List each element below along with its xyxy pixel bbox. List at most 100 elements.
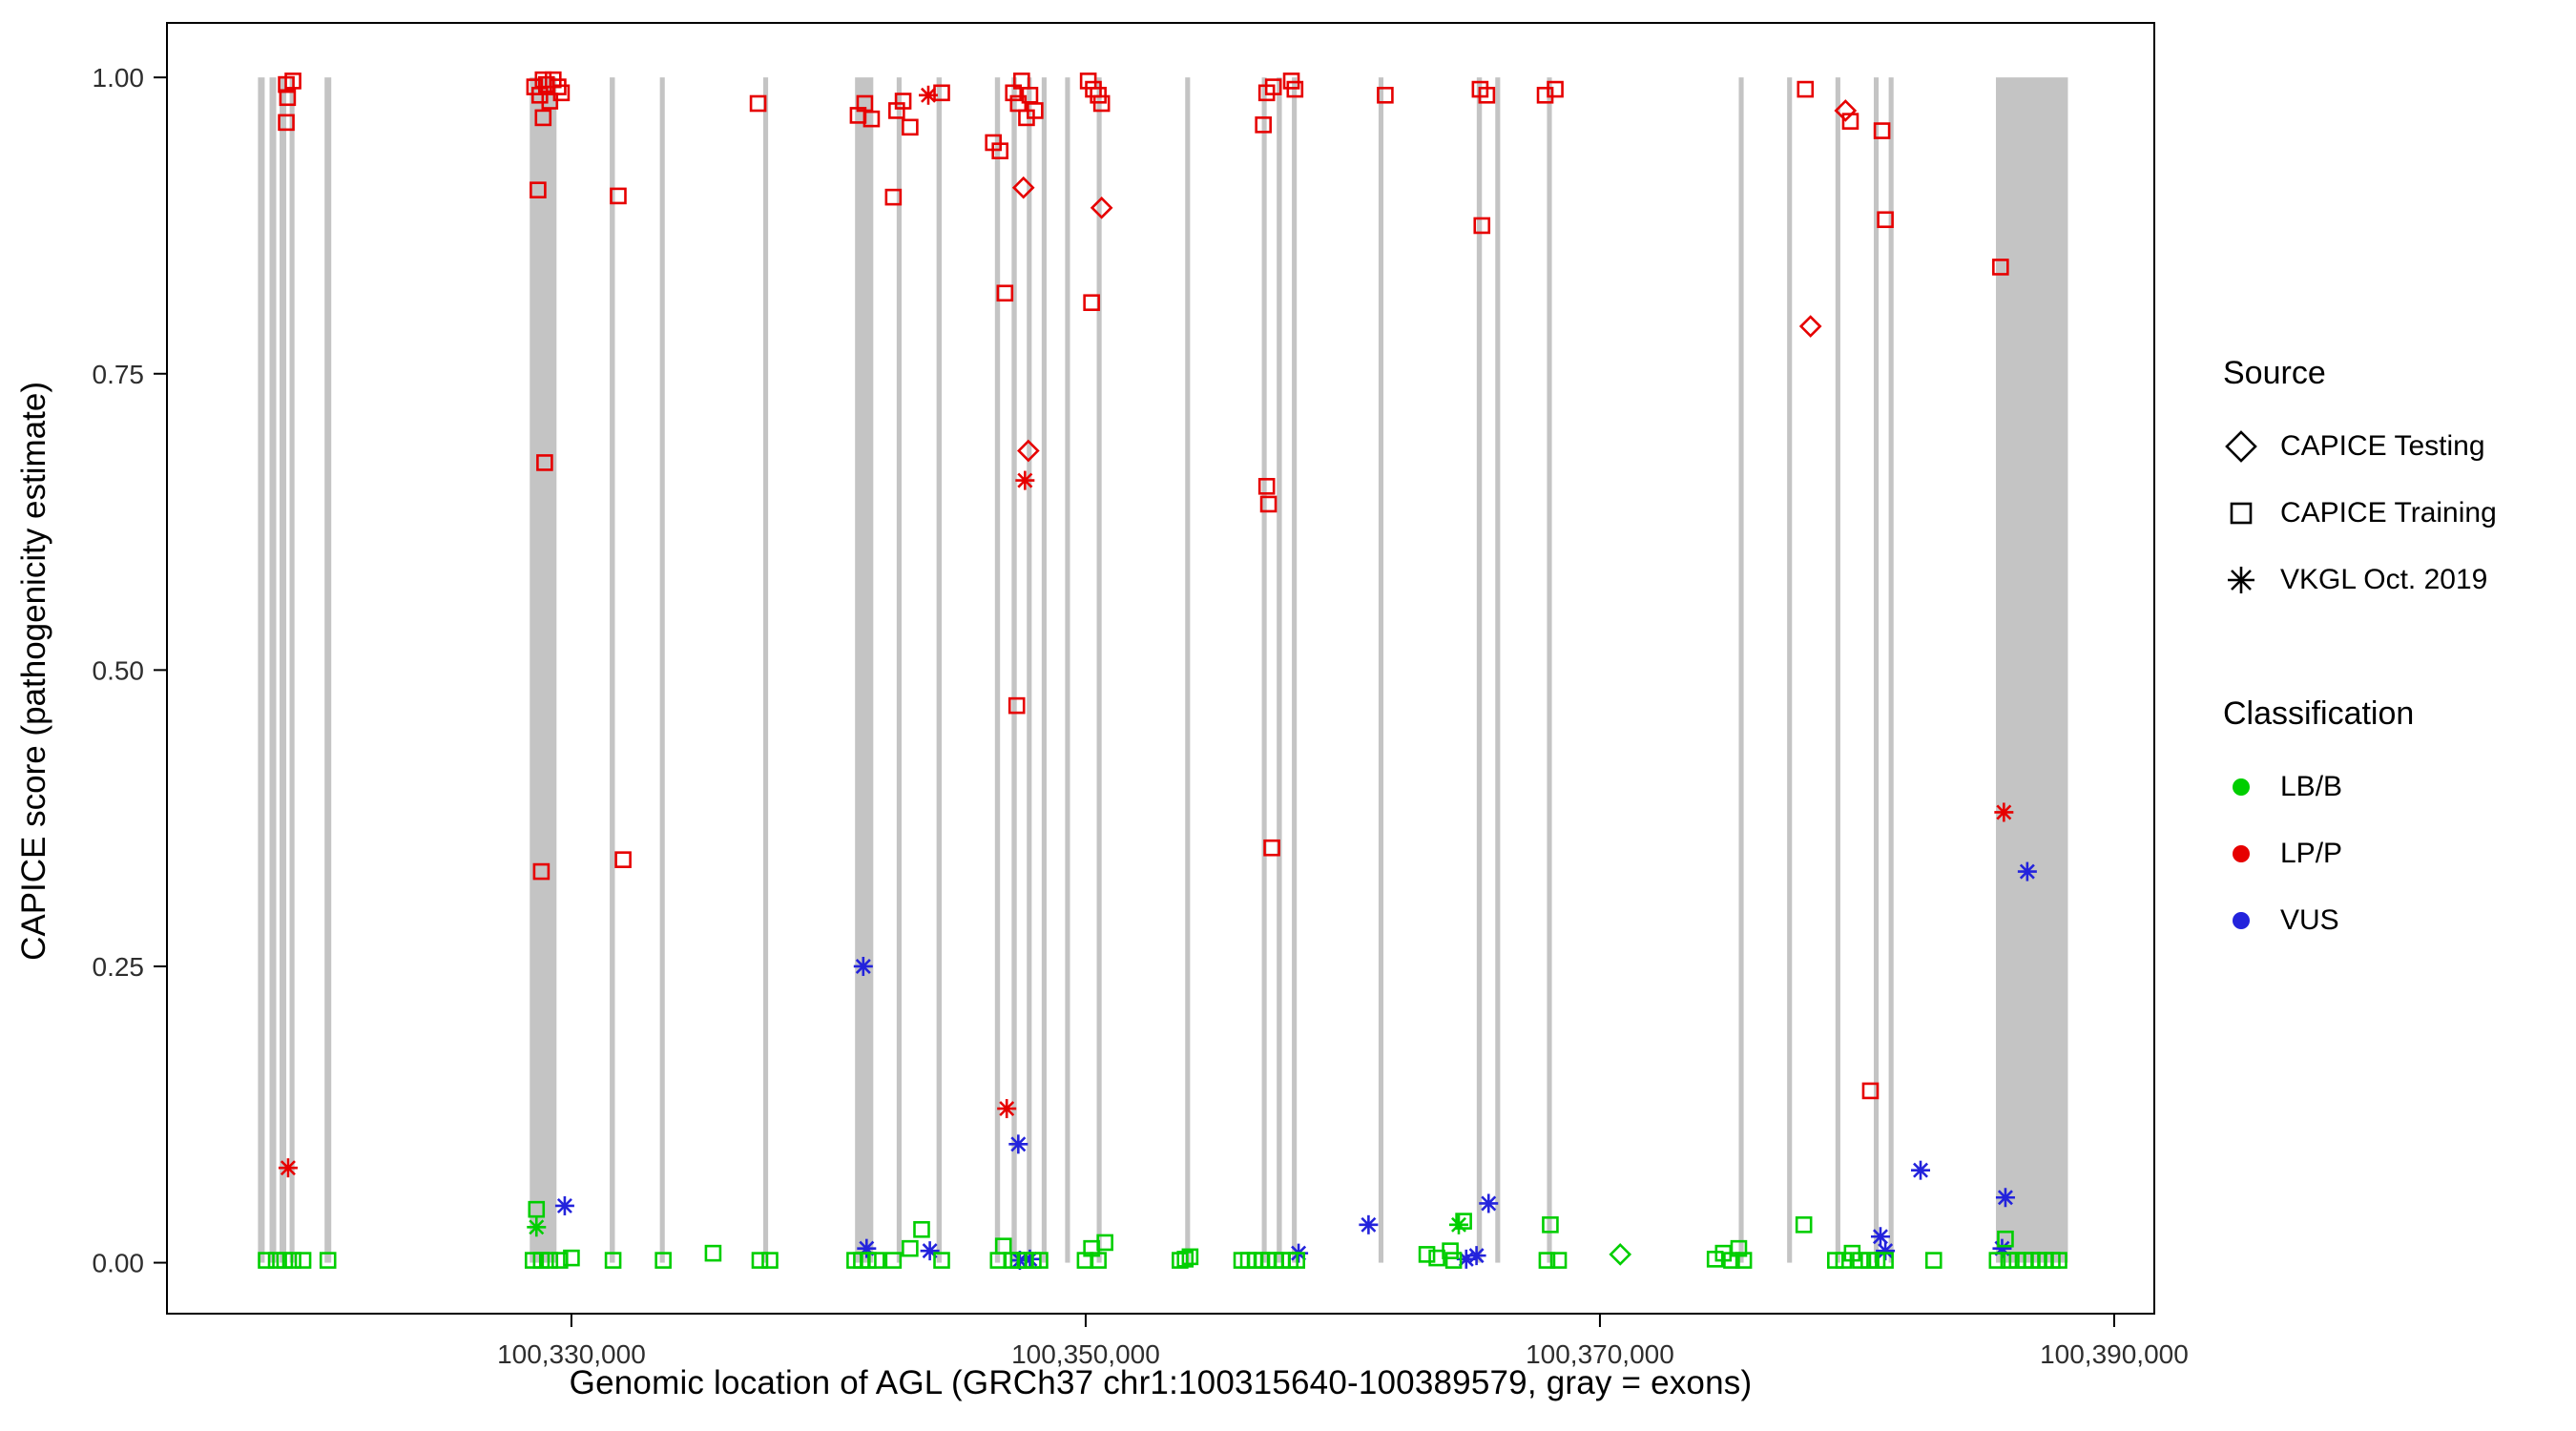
exon-bar — [994, 77, 1001, 1263]
exon-bar — [324, 77, 332, 1263]
data-point — [294, 1252, 312, 1269]
exon-bar — [1065, 77, 1070, 1263]
data-point — [902, 118, 919, 136]
data-point — [1255, 116, 1272, 134]
data-point — [1008, 1134, 1028, 1154]
data-point — [1090, 196, 1113, 219]
legend-source-title: Source — [2223, 355, 2326, 391]
data-point — [894, 93, 912, 110]
exon-bar — [280, 77, 287, 1263]
data-point — [996, 284, 1014, 302]
data-point — [284, 1252, 301, 1269]
data-point — [1083, 294, 1100, 312]
data-point — [552, 84, 571, 102]
data-point — [1181, 1248, 1199, 1266]
square-icon — [2230, 502, 2253, 525]
data-point — [919, 85, 939, 105]
legend-label: CAPICE Training — [2280, 497, 2497, 529]
data-point — [1011, 176, 1035, 199]
data-point — [884, 188, 903, 206]
legend-label: CAPICE Testing — [2280, 430, 2485, 462]
y-tick-label: 0.25 — [93, 952, 145, 982]
exon-bar — [1787, 77, 1793, 1263]
x-tick-label: 100,390,000 — [2040, 1339, 2189, 1369]
data-point — [654, 1252, 672, 1269]
exon-bar — [269, 77, 277, 1263]
data-point — [267, 1252, 285, 1269]
legend-item-vus: VUS — [2223, 887, 2497, 954]
exon-bar — [1378, 77, 1384, 1263]
data-point — [1547, 80, 1564, 98]
exon-bar — [1185, 77, 1191, 1263]
data-point — [1795, 1216, 1813, 1234]
data-point — [1877, 211, 1894, 229]
data-point — [532, 1252, 551, 1269]
data-point — [279, 89, 297, 107]
data-point — [1797, 80, 1815, 98]
y-tick-label: 0.50 — [93, 655, 145, 685]
data-point — [920, 1241, 940, 1261]
data-point — [868, 1252, 885, 1269]
data-point — [1730, 1239, 1748, 1257]
x-axis-title: Genomic location of AGL (GRCh37 chr1:100… — [569, 1364, 1753, 1401]
data-point — [749, 94, 767, 113]
data-point — [862, 110, 881, 128]
data-point — [704, 1244, 722, 1262]
data-point — [902, 1239, 919, 1257]
y-tick-label: 0.75 — [93, 360, 145, 389]
panel-border — [166, 22, 2155, 1315]
legend-item-capice-training: CAPICE Training — [2223, 480, 2497, 547]
exon-bar — [1261, 77, 1267, 1263]
blue-dot-icon — [2233, 912, 2250, 929]
exon-bar — [1888, 77, 1894, 1263]
data-point — [751, 1252, 769, 1269]
data-point — [997, 1099, 1017, 1119]
exon-bar — [530, 77, 557, 1263]
exon-bars — [258, 77, 2068, 1263]
data-point — [761, 1252, 779, 1269]
asterisk-icon — [2228, 567, 2254, 593]
data-point — [541, 1252, 559, 1269]
legend-classification-title: Classification — [2223, 695, 2415, 732]
data-point — [1286, 80, 1304, 98]
data-point — [1478, 86, 1496, 104]
data-point — [1924, 1252, 1942, 1269]
data-point — [1017, 439, 1040, 463]
data-point — [1538, 1252, 1556, 1269]
exon-bar — [1476, 77, 1483, 1263]
legend-item-lbb: LB/B — [2223, 754, 2497, 820]
data-point — [1834, 99, 1858, 122]
data-point — [1479, 1193, 1499, 1213]
data-point — [933, 84, 950, 102]
exon-bar — [855, 77, 874, 1263]
exon-bar — [289, 77, 295, 1263]
data-point — [991, 142, 1008, 159]
exon-bar — [762, 77, 769, 1263]
y-tick-label: 1.00 — [93, 63, 145, 93]
red-dot-icon — [2233, 845, 2250, 862]
data-point — [1988, 1252, 2006, 1269]
data-point — [853, 956, 873, 976]
data-point — [1176, 1251, 1195, 1268]
data-point — [1735, 1252, 1753, 1269]
data-point — [860, 1252, 877, 1269]
data-point — [1798, 315, 1822, 338]
legend-group-source: Source CAPICE Testing CAPICE Training — [2223, 355, 2497, 613]
data-point — [610, 187, 627, 205]
data-point — [258, 1252, 275, 1269]
data-point — [532, 862, 551, 881]
data-point — [2000, 1252, 2018, 1269]
data-point — [1877, 1252, 1894, 1269]
exon-bar — [1041, 77, 1047, 1263]
data-point — [1870, 1227, 1890, 1247]
legend-group-classification: Classification LB/B LP/P VUS — [2223, 695, 2497, 954]
x-tick-label: 100,370,000 — [1526, 1339, 1674, 1369]
data-point — [278, 1158, 298, 1178]
exon-bar — [1495, 77, 1501, 1263]
data-point — [1542, 1216, 1559, 1234]
data-point — [563, 1249, 580, 1267]
data-point — [530, 181, 547, 198]
data-point — [1994, 802, 2014, 822]
exon-bar — [1547, 77, 1552, 1263]
